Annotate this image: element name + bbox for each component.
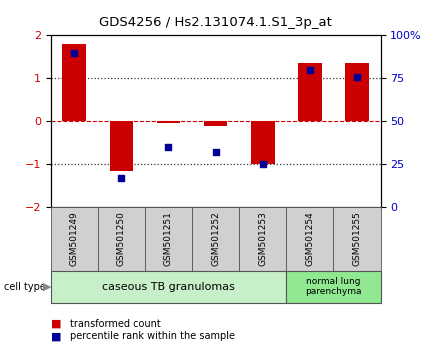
Bar (192, 207, 239, 271)
Text: cell type: cell type (4, 282, 46, 292)
Bar (157, 121, 180, 124)
Bar (145, 207, 192, 271)
Point (353, 74, 360, 79)
Bar (334, 207, 381, 271)
Bar (286, 271, 381, 303)
Bar (251, 121, 275, 164)
Text: normal lung
parenchyma: normal lung parenchyma (305, 277, 362, 296)
Point (71, 50, 78, 55)
Point (259, 161, 266, 167)
Bar (51, 207, 98, 271)
Text: GSM501253: GSM501253 (258, 211, 267, 267)
Text: ■: ■ (51, 319, 61, 329)
Bar (345, 63, 369, 121)
Bar (98, 207, 145, 271)
Bar (51, 271, 286, 303)
Text: ■: ■ (51, 331, 61, 341)
Text: GSM501252: GSM501252 (211, 212, 220, 266)
Point (212, 149, 219, 155)
Bar (110, 121, 133, 171)
Text: caseous TB granulomas: caseous TB granulomas (102, 282, 235, 292)
Text: GDS4256 / Hs2.131074.1.S1_3p_at: GDS4256 / Hs2.131074.1.S1_3p_at (99, 16, 332, 29)
Text: GSM501255: GSM501255 (352, 211, 362, 267)
Text: GSM501250: GSM501250 (117, 211, 126, 267)
Bar (298, 63, 322, 121)
Point (118, 175, 125, 181)
Bar (62, 44, 86, 121)
Bar (239, 207, 286, 271)
Bar (286, 207, 334, 271)
Bar (204, 121, 227, 126)
Point (306, 67, 313, 73)
Text: GSM501251: GSM501251 (164, 211, 173, 267)
Point (165, 144, 172, 150)
Text: GSM501249: GSM501249 (70, 212, 79, 266)
Text: percentile rank within the sample: percentile rank within the sample (70, 331, 235, 341)
Text: ▶: ▶ (43, 282, 51, 292)
Text: transformed count: transformed count (70, 319, 161, 329)
Text: GSM501254: GSM501254 (305, 212, 315, 266)
